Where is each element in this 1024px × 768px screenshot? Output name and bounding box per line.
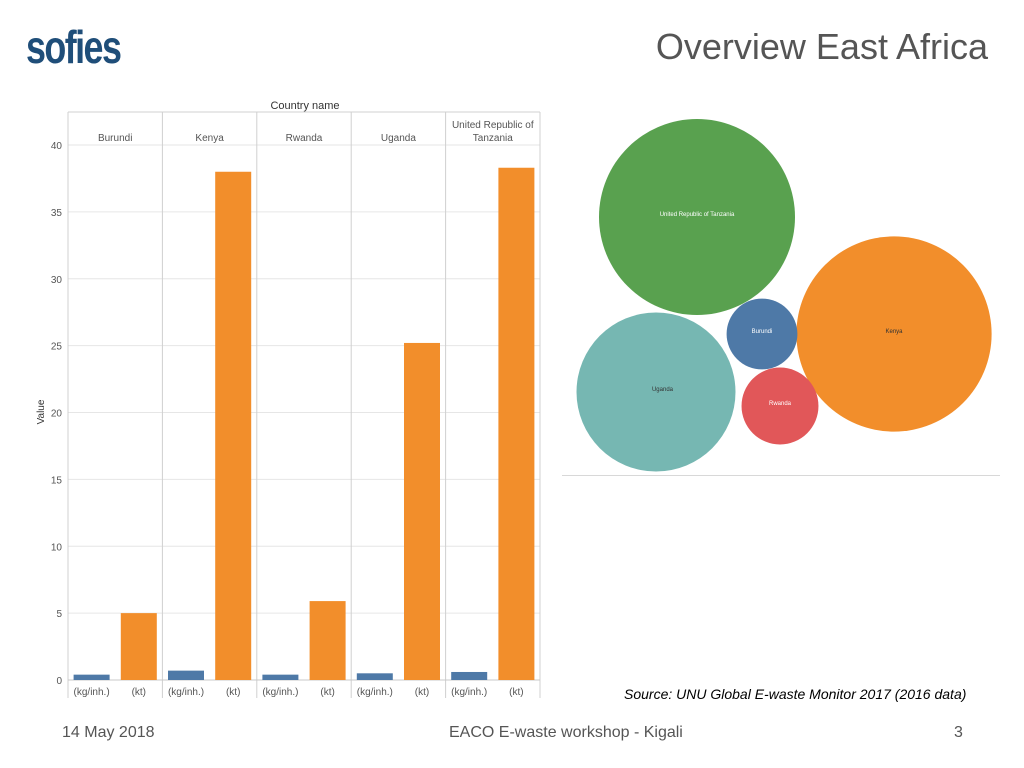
bar <box>262 674 299 680</box>
bubble <box>796 236 992 432</box>
y-tick-label: 20 <box>51 409 63 420</box>
group-label: Rwanda <box>286 133 323 144</box>
y-tick-label: 40 <box>51 141 63 152</box>
y-tick-label: 25 <box>51 342 63 353</box>
footer-event: EACO E-waste workshop - Kigali <box>449 724 683 741</box>
x-tick-label: (kt) <box>226 687 240 698</box>
x-tick-label: (kg/inh.) <box>357 687 393 698</box>
slide-title: Overview East Africa <box>655 26 988 67</box>
bubble-label: Burundi <box>752 329 773 335</box>
bar <box>309 601 346 680</box>
y-tick-label: 10 <box>51 542 63 553</box>
source-note: Source: UNU Global E-waste Monitor 2017 … <box>624 686 967 702</box>
bar-chart: Country name 0 5 10 15 20 25 30 35 40 Value Burundi… <box>36 100 541 698</box>
bar <box>73 674 110 680</box>
sofies-logo: sofies <box>26 21 122 73</box>
x-tick-label: (kt) <box>509 687 523 698</box>
chart-title: Country name <box>270 100 339 112</box>
group-label: Kenya <box>195 133 224 144</box>
x-tick-label: (kg/inh.) <box>168 687 204 698</box>
x-tick-label: (kt) <box>415 687 429 698</box>
bar <box>498 167 535 681</box>
y-tick-label: 35 <box>51 208 63 219</box>
y-tick-label: 30 <box>51 275 63 286</box>
bubble <box>599 119 795 315</box>
y-tick-label: 5 <box>56 609 62 620</box>
chart-divider <box>562 475 1000 476</box>
group-label: Uganda <box>381 133 416 144</box>
bar <box>168 670 204 680</box>
x-tick-label: (kt) <box>320 687 334 698</box>
x-tick-label: (kg/inh.) <box>451 687 487 698</box>
bar <box>215 171 252 680</box>
bubble <box>726 298 798 370</box>
page-number: 3 <box>954 724 963 741</box>
y-axis-label: Value <box>36 399 47 424</box>
x-tick-label: (kt) <box>132 687 146 698</box>
bar <box>356 673 393 680</box>
bubble-label: Rwanda <box>769 401 792 407</box>
group-label: Burundi <box>98 133 132 144</box>
x-tick-label: (kg/inh.) <box>262 687 298 698</box>
bubble-chart: United Republic of Tanzania Kenya Uganda Bu… <box>576 119 992 472</box>
bubble-label: Uganda <box>652 387 674 393</box>
logo-text: sofies <box>26 21 122 73</box>
y-tick-label: 0 <box>56 676 62 687</box>
y-tick-label: 15 <box>51 475 63 486</box>
group-label: Tanzania <box>473 133 513 144</box>
bar <box>120 613 157 680</box>
bubble <box>576 312 736 472</box>
group-label: United Republic of <box>452 120 534 131</box>
bubble <box>741 367 819 445</box>
bubble-label: Kenya <box>885 329 903 335</box>
footer-date: 14 May 2018 <box>62 724 155 741</box>
x-tick-label: (kg/inh.) <box>74 687 110 698</box>
bar <box>404 342 440 680</box>
bar <box>451 671 488 680</box>
bubble-label: United Republic of Tanzania <box>660 212 735 218</box>
